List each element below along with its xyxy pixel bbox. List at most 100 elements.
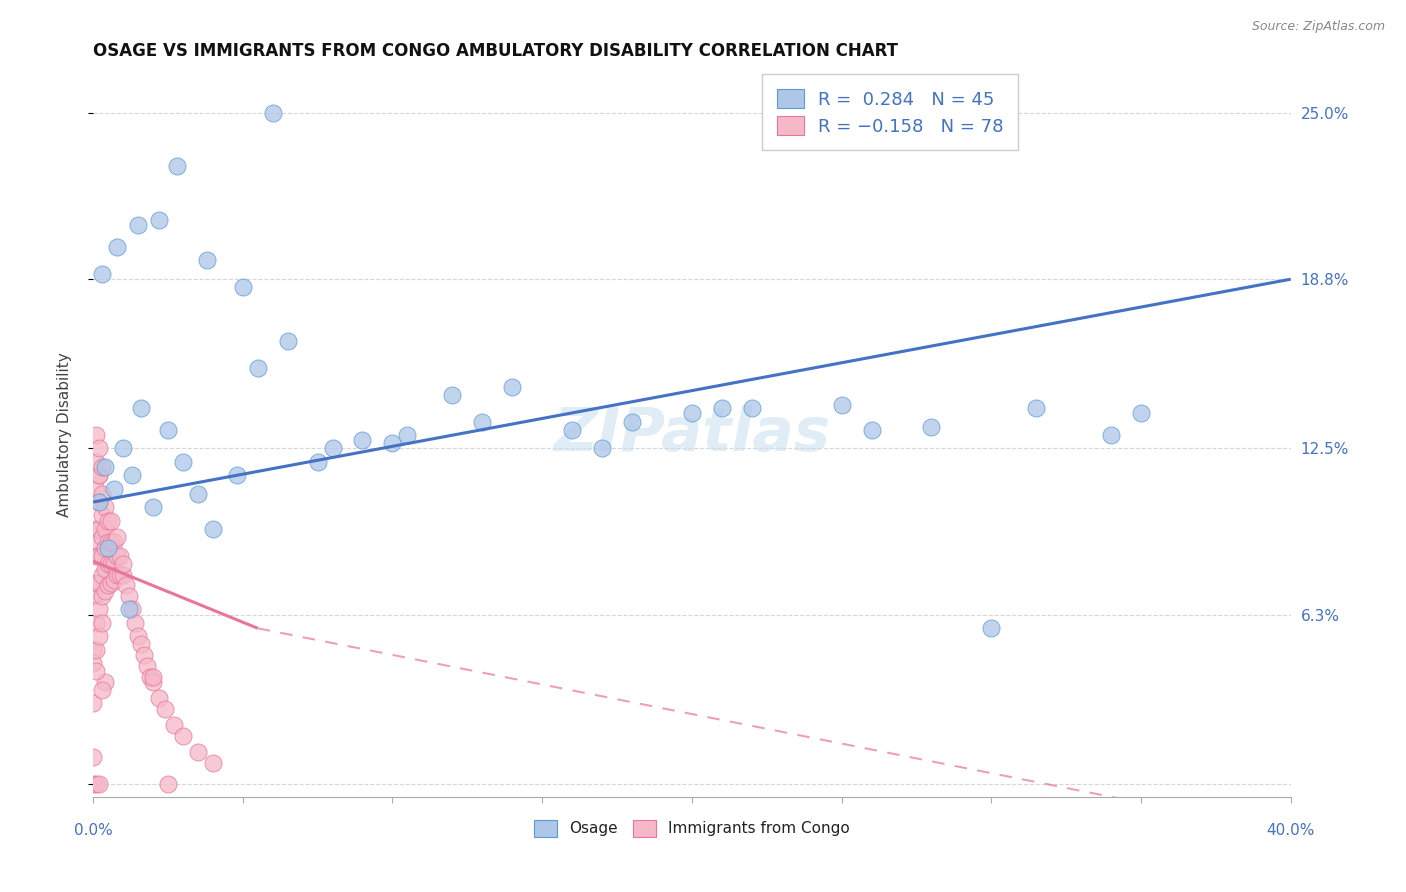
Point — [156, 423, 179, 437]
Point — [94, 500, 117, 515]
Point — [172, 729, 194, 743]
Point — [501, 379, 523, 393]
Point — [132, 648, 155, 662]
Point — [94, 541, 117, 555]
Point — [115, 578, 138, 592]
Point — [262, 105, 284, 120]
Point — [1099, 428, 1122, 442]
Point — [91, 567, 114, 582]
Point — [103, 535, 125, 549]
Point — [741, 401, 763, 415]
Point — [1130, 407, 1153, 421]
Point — [84, 777, 107, 791]
Point — [118, 602, 141, 616]
Point — [163, 718, 186, 732]
Point — [91, 460, 114, 475]
Point — [148, 213, 170, 227]
Point — [91, 487, 114, 501]
Point — [195, 253, 218, 268]
Point — [118, 589, 141, 603]
Point — [100, 535, 122, 549]
Point — [82, 642, 104, 657]
Point — [87, 522, 110, 536]
Point — [87, 575, 110, 590]
Point — [105, 240, 128, 254]
Point — [94, 675, 117, 690]
Point — [84, 482, 107, 496]
Point — [84, 522, 107, 536]
Point — [91, 683, 114, 698]
Point — [111, 442, 134, 456]
Point — [1025, 401, 1047, 415]
Point — [225, 468, 247, 483]
Point — [111, 557, 134, 571]
Point — [97, 557, 120, 571]
Point — [860, 423, 883, 437]
Point — [82, 697, 104, 711]
Text: 0.0%: 0.0% — [73, 823, 112, 838]
Legend: Osage, Immigrants from Congo: Osage, Immigrants from Congo — [526, 813, 858, 844]
Point — [94, 460, 117, 475]
Text: OSAGE VS IMMIGRANTS FROM CONGO AMBULATORY DISABILITY CORRELATION CHART: OSAGE VS IMMIGRANTS FROM CONGO AMBULATOR… — [93, 42, 898, 60]
Point — [322, 442, 344, 456]
Point — [620, 415, 643, 429]
Point — [831, 398, 853, 412]
Point — [84, 549, 107, 563]
Point — [84, 455, 107, 469]
Text: ZIPatlas: ZIPatlas — [554, 406, 831, 465]
Point — [135, 658, 157, 673]
Text: Source: ZipAtlas.com: Source: ZipAtlas.com — [1251, 20, 1385, 33]
Point — [97, 514, 120, 528]
Point — [156, 777, 179, 791]
Point — [127, 219, 149, 233]
Point — [100, 557, 122, 571]
Point — [201, 522, 224, 536]
Point — [142, 670, 165, 684]
Point — [681, 407, 703, 421]
Point — [91, 508, 114, 523]
Point — [591, 442, 613, 456]
Point — [980, 621, 1002, 635]
Point — [111, 567, 134, 582]
Point — [84, 428, 107, 442]
Point — [172, 455, 194, 469]
Point — [87, 468, 110, 483]
Point — [103, 573, 125, 587]
Point — [91, 589, 114, 603]
Point — [187, 487, 209, 501]
Point — [100, 514, 122, 528]
Point — [87, 777, 110, 791]
Point — [108, 549, 131, 563]
Text: 40.0%: 40.0% — [1267, 823, 1315, 838]
Point — [87, 602, 110, 616]
Point — [124, 615, 146, 630]
Point — [352, 434, 374, 448]
Point — [82, 656, 104, 670]
Point — [84, 615, 107, 630]
Point — [187, 745, 209, 759]
Point — [129, 401, 152, 415]
Point — [108, 567, 131, 582]
Point — [307, 455, 329, 469]
Point — [97, 535, 120, 549]
Point — [84, 642, 107, 657]
Point — [561, 423, 583, 437]
Point — [91, 549, 114, 563]
Point — [84, 575, 107, 590]
Point — [100, 575, 122, 590]
Point — [710, 401, 733, 415]
Point — [82, 589, 104, 603]
Point — [920, 420, 942, 434]
Point — [246, 360, 269, 375]
Point — [97, 578, 120, 592]
Point — [94, 562, 117, 576]
Point — [103, 482, 125, 496]
Point — [127, 629, 149, 643]
Point — [121, 468, 143, 483]
Point — [129, 637, 152, 651]
Point — [87, 495, 110, 509]
Y-axis label: Ambulatory Disability: Ambulatory Disability — [58, 352, 72, 517]
Point — [148, 691, 170, 706]
Point — [82, 535, 104, 549]
Point — [87, 442, 110, 456]
